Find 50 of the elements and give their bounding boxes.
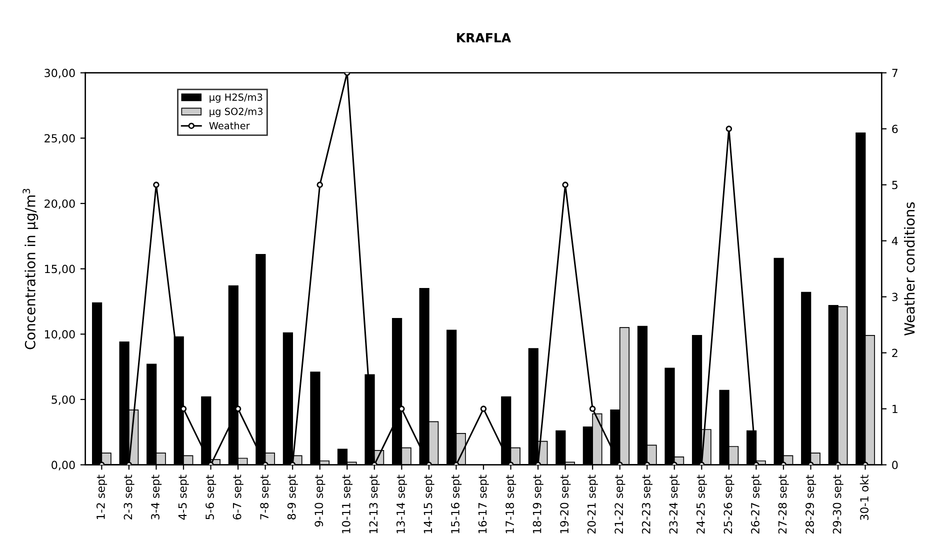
x-tick-label: 20-21 sept — [587, 474, 598, 534]
chart-title: KRAFLA — [457, 33, 511, 42]
x-tick-label: 14-15 sept — [424, 474, 434, 534]
x-tick-label: 29-30 sept — [832, 474, 844, 534]
legend-label: µg H2S/m3 — [210, 93, 262, 103]
x-tick-label: 18-19 sept — [532, 474, 544, 534]
x-tick-label: 27-28 sept — [778, 474, 789, 534]
x-tick-label: 3-4 sept — [151, 474, 162, 520]
x-tick-label: 9-10 sept — [314, 474, 326, 527]
x-tick-label: 22-23 sept — [642, 474, 652, 534]
x-tick-label: 16-17 sept — [478, 474, 489, 534]
legend-label: µg SO2/m3 — [210, 108, 262, 117]
x-tick-label: 1-2 sept — [96, 474, 108, 520]
y-tick-label: 25,00 — [44, 134, 75, 144]
y2-tick-label: 1 — [892, 404, 898, 414]
y2-tick-label: 2 — [892, 348, 898, 358]
x-tick-label: 21-22 sept — [614, 474, 626, 534]
y2-tick-label: 0 — [892, 460, 898, 470]
x-tick-label: 4-5 sept — [178, 474, 189, 520]
x-tick-label: 7-8 sept — [260, 474, 271, 520]
x-tick-label: 17-18 sept — [506, 474, 516, 534]
y2-tick-label: 4 — [892, 236, 898, 246]
x-tick-label: 23-24 sept — [669, 474, 680, 534]
x-tick-label: 8-9 sept — [287, 474, 298, 520]
x-tick-label: 15-16 sept — [451, 474, 462, 534]
x-tick-label: 5-6 sept — [206, 474, 216, 520]
x-tick-label: 10-11 sept — [342, 474, 352, 534]
x-tick-label: 28-29 sept — [806, 474, 816, 534]
y2-tick-label: 6 — [892, 124, 898, 134]
y2-tick-label: 5 — [892, 180, 898, 190]
y2-tick-label: 7 — [892, 68, 898, 78]
y-tick-label: 10,00 — [45, 330, 75, 340]
y-tick-label: 15,00 — [45, 264, 75, 274]
x-tick-label: 2-3 sept — [124, 474, 134, 520]
y2-axis-title: Weather conditions — [904, 202, 915, 336]
legend-label: Weather — [209, 122, 250, 130]
x-tick-label: 26-27 sept — [751, 474, 762, 534]
x-tick-label: 12-13 sept — [369, 474, 380, 534]
x-tick-label: 6-7 sept — [232, 474, 244, 520]
x-tick-label: 25-26 sept — [724, 474, 734, 534]
x-tick-label: 24-25 sept — [696, 474, 708, 534]
y-tick-label: 30,00 — [44, 68, 75, 78]
y2-tick-label: 3 — [892, 292, 898, 302]
y-tick-label: 5,00 — [52, 395, 75, 405]
x-tick-label: 30-1 okt — [860, 474, 868, 520]
x-tick-label: 19-20 sept — [560, 474, 571, 534]
y-tick-label: 20,00 — [44, 199, 75, 209]
y-axis-title: Concentration in µg/m$^{3}$ — [22, 188, 38, 350]
x-tick-label: 13-14 sept — [396, 474, 408, 534]
y-tick-label: 0,00 — [52, 460, 75, 470]
